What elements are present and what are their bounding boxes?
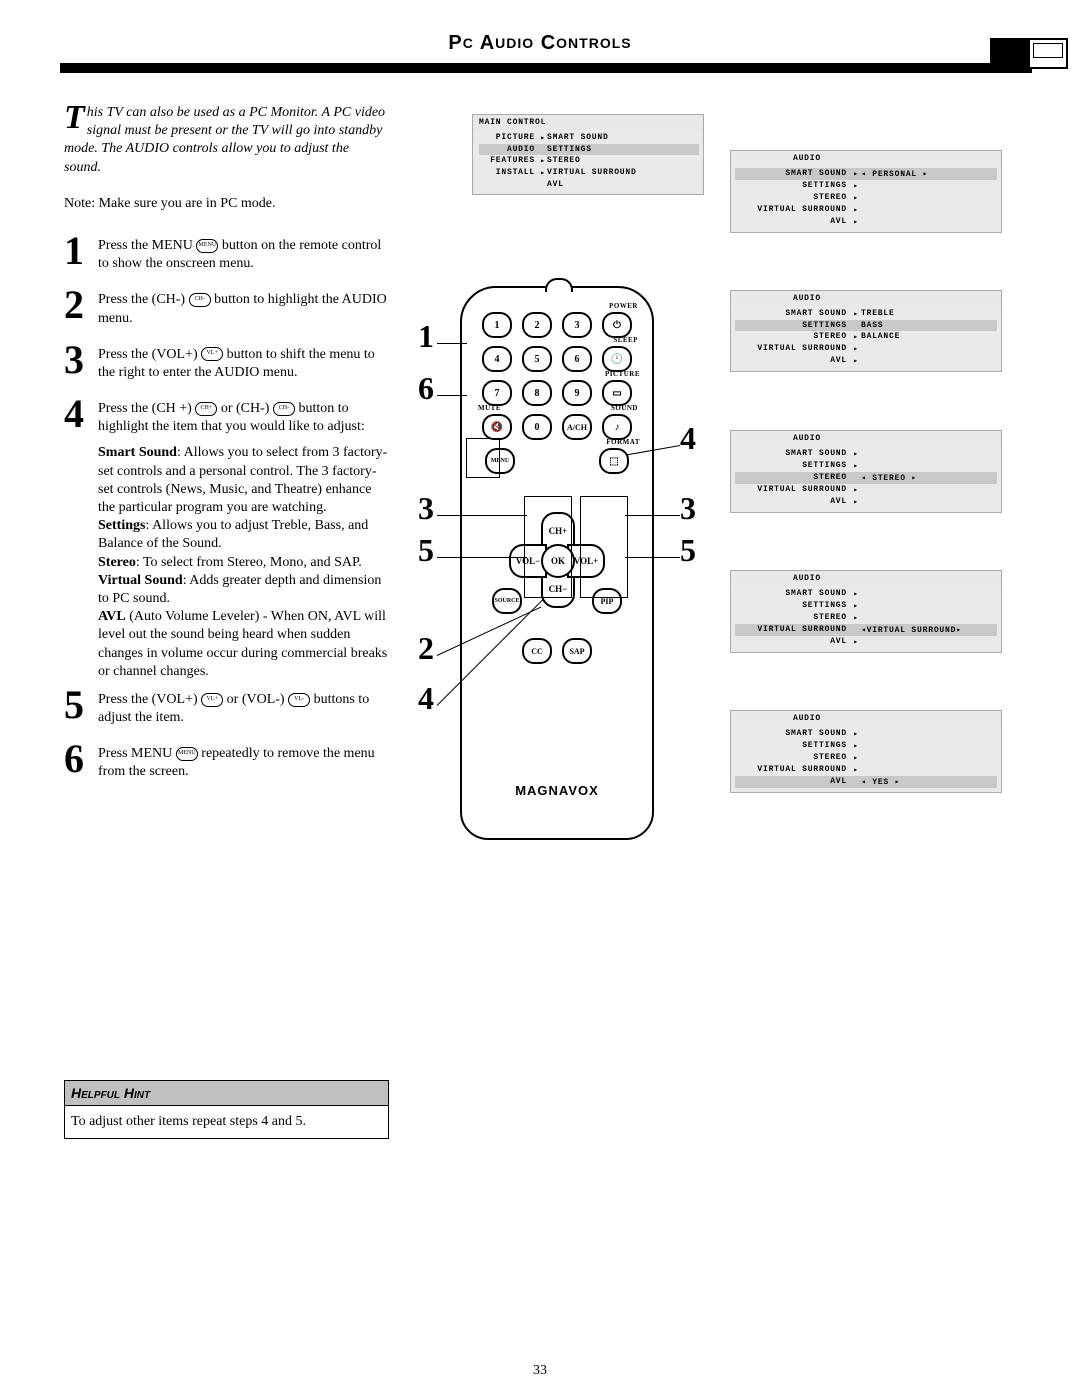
- intro-body: his TV can also be used as a PC Monitor.…: [64, 105, 385, 175]
- step-num: 3: [64, 342, 98, 382]
- ch-plus-icon: CH+: [195, 402, 217, 416]
- power-button[interactable]: ⏻: [602, 312, 632, 338]
- callout-box-vol-ch2: [524, 496, 572, 598]
- leader-line: [625, 515, 680, 516]
- format-label: FORMAT: [606, 438, 640, 446]
- sound-label: SOUND: [611, 404, 638, 412]
- hint-body: To adjust other items repeat steps 4 and…: [64, 1106, 389, 1139]
- callout-1: 1: [418, 318, 434, 355]
- mute-label: MUTE: [478, 404, 501, 412]
- leader-line: [625, 557, 680, 558]
- step-num: 1: [64, 233, 98, 273]
- sub-stereo: Stereo: To select from Stereo, Mono, and…: [98, 554, 389, 572]
- step-text: Press MENU MENU repeatedly to remove the…: [98, 741, 389, 781]
- num-4[interactable]: 4: [482, 346, 512, 372]
- sap-button[interactable]: SAP: [562, 638, 592, 664]
- sub-virtual-sound: Virtual Sound: Adds greater depth and di…: [98, 572, 389, 608]
- ch-minus-icon: CH-: [189, 293, 211, 307]
- num-6[interactable]: 6: [562, 346, 592, 372]
- sleep-button[interactable]: 🕐: [602, 346, 632, 372]
- step-text: Press the (VOL+) VL+ or (VOL-) VL- butto…: [98, 687, 389, 727]
- sleep-label: SLEEP: [613, 336, 638, 344]
- page: PC AUDIO CONTROLS T his TV can also be u…: [0, 0, 1080, 1397]
- num-3[interactable]: 3: [562, 312, 592, 338]
- sub-avl: AVL (Auto Volume Leveler) - When ON, AVL…: [98, 608, 389, 681]
- format-button[interactable]: ⬚: [599, 448, 629, 474]
- step-3: 3 Press the (VOL+) VL+ button to shift t…: [64, 342, 389, 382]
- num-8[interactable]: 8: [522, 380, 552, 406]
- num-7[interactable]: 7: [482, 380, 512, 406]
- picture-label: PICTURE: [605, 370, 640, 378]
- drop-cap: T: [64, 104, 87, 132]
- hint-title: HELPFUL HINT: [64, 1080, 389, 1106]
- picture-button[interactable]: ▭: [602, 380, 632, 406]
- helpful-hint: HELPFUL HINT To adjust other items repea…: [64, 1080, 389, 1139]
- menu-icon: MENU: [176, 747, 198, 761]
- page-title: PC AUDIO CONTROLS: [0, 32, 1080, 55]
- leader-line: [437, 557, 527, 558]
- menu-icon: MENU: [196, 239, 218, 253]
- callout-2: 2: [418, 630, 434, 667]
- callout-box-menu: [466, 438, 500, 478]
- step-4: 4 Press the (CH +) CH+ or (CH-) CH- butt…: [64, 396, 389, 436]
- step-text: Press the (CH +) CH+ or (CH-) CH- button…: [98, 396, 389, 436]
- page-number: 33: [0, 1363, 1080, 1379]
- step-num: 5: [64, 687, 98, 727]
- callout-4: 4: [418, 680, 434, 717]
- power-label: POWER: [609, 302, 638, 310]
- callout-r4: 4: [680, 420, 696, 457]
- audio-panel-5: AUDIOSMART SOUND▸SETTINGS▸STEREO▸VIRTUAL…: [730, 710, 1002, 793]
- callout-5: 5: [418, 532, 434, 569]
- audio-panel-4: AUDIOSMART SOUND▸SETTINGS▸STEREO▸VIRTUAL…: [730, 570, 1002, 653]
- leader-line: [437, 395, 467, 396]
- num-2[interactable]: 2: [522, 312, 552, 338]
- steps-list: 1 Press the MENU MENU button on the remo…: [64, 233, 389, 782]
- num-9[interactable]: 9: [562, 380, 592, 406]
- main-control-menu: MAIN CONTROL PICTURE▸SMART SOUNDAUDIO SE…: [472, 114, 704, 195]
- step-num: 2: [64, 287, 98, 327]
- sub-smart-sound: Smart Sound: Allows you to select from 3…: [98, 444, 389, 517]
- header-bar: [60, 63, 1030, 73]
- num-0[interactable]: 0: [522, 414, 552, 440]
- audio-panel-1: AUDIOSMART SOUND▸◂ PERSONAL ▸SETTINGS▸ST…: [730, 150, 1002, 233]
- step-text: Press the (CH-) CH- button to highlight …: [98, 287, 389, 327]
- step-6: 6 Press MENU MENU repeatedly to remove t…: [64, 741, 389, 781]
- intro-text: T his TV can also be used as a PC Monito…: [64, 104, 389, 177]
- left-column: T his TV can also be used as a PC Monito…: [64, 90, 389, 796]
- step-5: 5 Press the (VOL+) VL+ or (VOL-) VL- but…: [64, 687, 389, 727]
- menu-title: MAIN CONTROL: [473, 115, 703, 130]
- vol-minus-icon: VL-: [288, 693, 310, 707]
- callout-6: 6: [418, 370, 434, 407]
- callout-r5: 5: [680, 532, 696, 569]
- step-num: 4: [64, 396, 98, 436]
- source-button[interactable]: SOURCE: [492, 588, 522, 614]
- header-notch: [990, 38, 1032, 73]
- step-text: Press the MENU MENU button on the remote…: [98, 233, 389, 273]
- step-num: 6: [64, 741, 98, 781]
- mute-button[interactable]: 🔇: [482, 414, 512, 440]
- brand-label: MAGNAVOX: [462, 783, 652, 798]
- step-2: 2 Press the (CH-) CH- button to highligh…: [64, 287, 389, 327]
- vol-plus-icon: VL+: [201, 693, 223, 707]
- ach-button[interactable]: A/CH: [562, 414, 592, 440]
- num-5[interactable]: 5: [522, 346, 552, 372]
- callout-box-vol-ch: [580, 496, 628, 598]
- callout-r3: 3: [680, 490, 696, 527]
- ch-minus-icon: CH-: [273, 402, 295, 416]
- vol-plus-icon: VL+: [201, 347, 223, 361]
- leader-line: [437, 343, 467, 344]
- sub-settings: Settings: Allows you to adjust Treble, B…: [98, 517, 389, 553]
- audio-panel-3: AUDIOSMART SOUND▸SETTINGS▸STEREO ◂ STERE…: [730, 430, 1002, 513]
- callout-3: 3: [418, 490, 434, 527]
- step-1: 1 Press the MENU MENU button on the remo…: [64, 233, 389, 273]
- leader-line: [437, 515, 527, 516]
- monitor-icon: [1028, 38, 1068, 69]
- sound-button[interactable]: ♪: [602, 414, 632, 440]
- note-text: Note: Make sure you are in PC mode.: [64, 195, 389, 213]
- step-text: Press the (VOL+) VL+ button to shift the…: [98, 342, 389, 382]
- num-1[interactable]: 1: [482, 312, 512, 338]
- audio-panel-2: AUDIOSMART SOUND▸TREBLESETTINGS BASSSTER…: [730, 290, 1002, 372]
- cc-button[interactable]: CC: [522, 638, 552, 664]
